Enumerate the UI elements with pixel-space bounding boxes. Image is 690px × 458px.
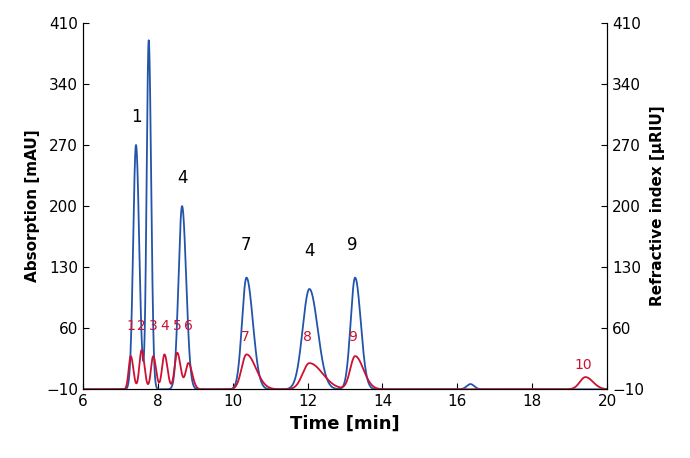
Y-axis label: Refractive index [μRIU]: Refractive index [μRIU] [649,106,664,306]
Text: 5: 5 [172,319,181,333]
Text: 3: 3 [149,319,157,333]
Text: 10: 10 [574,358,591,372]
Text: 2: 2 [0,457,1,458]
Text: 4: 4 [160,319,169,333]
Y-axis label: Absorption [mAU]: Absorption [mAU] [26,130,41,283]
Text: 4: 4 [177,169,187,187]
Text: 9: 9 [347,236,357,254]
Text: 2: 2 [137,319,146,333]
Text: 6: 6 [184,319,193,333]
Text: 1: 1 [130,108,141,126]
Text: 7: 7 [241,236,251,254]
Text: 1: 1 [126,319,135,333]
Text: 9: 9 [348,330,357,344]
Text: 4: 4 [304,242,315,260]
Text: 7: 7 [241,330,250,344]
X-axis label: Time [min]: Time [min] [290,414,400,433]
Text: 8: 8 [303,330,312,344]
